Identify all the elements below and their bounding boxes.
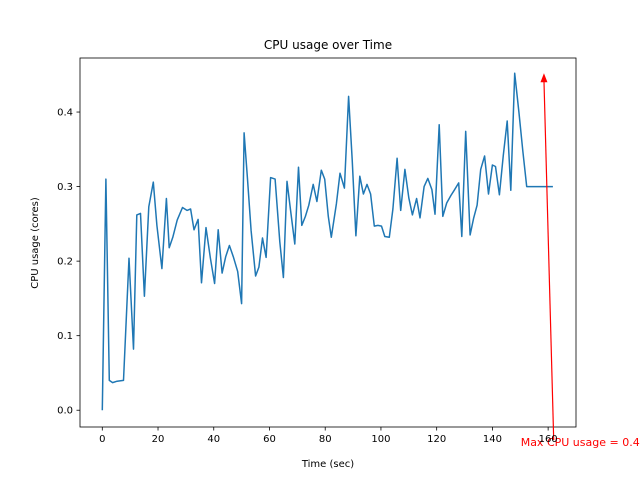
x-tick-label: 40: [207, 434, 220, 445]
x-tick-label: 100: [371, 434, 390, 445]
x-tick-label: 0: [99, 434, 105, 445]
x-tick-label: 120: [427, 434, 446, 445]
x-tick-label: 80: [319, 434, 332, 445]
chart-title: CPU usage over Time: [264, 38, 392, 52]
y-axis-label: CPU usage (cores): [30, 197, 41, 289]
y-tick-label: 0.2: [57, 257, 73, 268]
plot-area: Max CPU usage = 0.45: [79, 57, 640, 449]
annotation-label: Max CPU usage = 0.45: [521, 436, 640, 449]
y-tick-label: 0.1: [57, 331, 73, 342]
x-axis-ticks: 0 20 40 60 80 100 120 140 160: [99, 427, 558, 445]
x-tick-label: 20: [152, 434, 165, 445]
y-tick-label: 0.4: [57, 108, 73, 119]
y-axis-ticks: 0.0 0.1 0.2 0.3 0.4: [57, 108, 80, 417]
axes-frame: [79, 57, 577, 428]
y-tick-label: 0.3: [57, 182, 73, 193]
x-tick-label: 140: [483, 434, 502, 445]
series-line-0: [101, 72, 553, 411]
y-tick-label: 0.0: [57, 406, 73, 417]
x-tick-label: 160: [539, 434, 558, 445]
x-axis-label: Time (sec): [301, 459, 354, 470]
annotation-arrow-head: [540, 73, 548, 83]
annotation-arrow-shaft: [543, 80, 555, 441]
x-tick-label: 60: [263, 434, 276, 445]
